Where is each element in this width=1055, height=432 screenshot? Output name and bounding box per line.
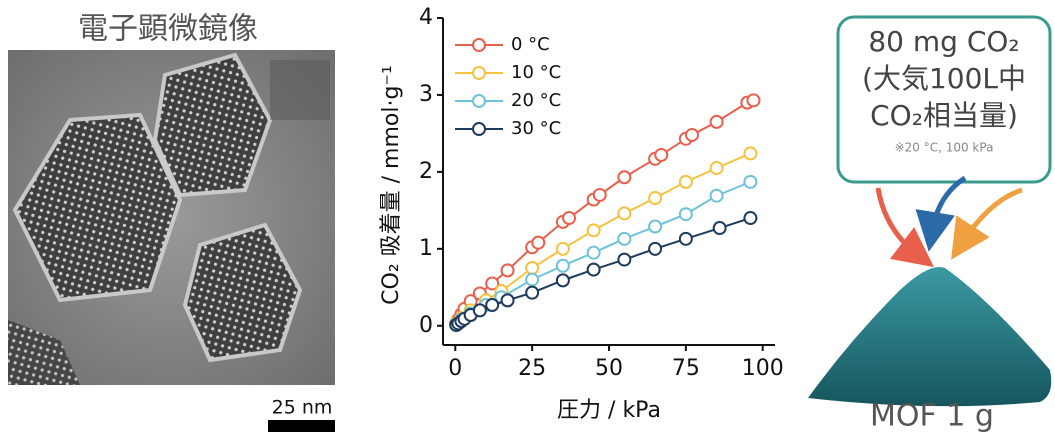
- legend-marker: [472, 122, 486, 136]
- x-tick-label: 75: [672, 356, 700, 381]
- data-point: [592, 187, 607, 202]
- box-line: CO₂相当量): [870, 99, 1018, 132]
- data-point: [555, 273, 570, 288]
- arrow: [915, 175, 967, 252]
- data-point: [743, 146, 758, 161]
- data-point: [562, 211, 577, 226]
- x-tick-label: 50: [595, 356, 623, 381]
- tem-image: [8, 50, 335, 385]
- data-point: [685, 127, 699, 142]
- box-line: (大気100L中: [862, 62, 1026, 95]
- scale-bar: [268, 420, 335, 432]
- y-axis-label: CO₂ 吸着量 / mmol·g⁻¹: [379, 65, 404, 305]
- data-point: [743, 211, 758, 226]
- legend-label: 0 °C: [511, 34, 550, 55]
- y-tick-label: 4: [419, 5, 433, 30]
- data-point: [525, 261, 540, 276]
- data-point: [617, 206, 632, 221]
- data-point: [617, 231, 632, 246]
- data-point: [678, 231, 693, 246]
- info-box: [836, 15, 1052, 184]
- box-line: 80 mg CO₂: [868, 25, 1019, 58]
- scale-bar-label: 25 nm: [272, 397, 333, 419]
- y-tick-label: 1: [419, 236, 433, 261]
- data-point: [500, 293, 515, 308]
- data-point: [709, 188, 724, 203]
- legend-label: 30 °C: [511, 118, 561, 139]
- legend-marker: [472, 38, 486, 52]
- data-point: [485, 276, 500, 291]
- data-point: [709, 161, 724, 176]
- y-tick-label: 0: [419, 313, 433, 338]
- data-point: [500, 263, 515, 278]
- arrow: [875, 187, 934, 268]
- data-point: [648, 191, 663, 206]
- data-point: [586, 245, 601, 260]
- data-point: [472, 303, 487, 318]
- y-tick-label: 3: [419, 82, 433, 107]
- data-point: [678, 174, 693, 189]
- data-point: [654, 147, 669, 162]
- data-point: [586, 223, 601, 238]
- legend-label: 10 °C: [511, 62, 561, 83]
- data-point: [743, 174, 758, 189]
- data-point: [531, 235, 546, 250]
- data-point: [525, 272, 540, 287]
- x-tick-label: 100: [742, 356, 784, 381]
- series-line: [455, 217, 751, 326]
- data-point: [746, 93, 761, 108]
- legend-marker: [472, 66, 486, 80]
- data-point: [648, 219, 663, 234]
- y-tick-label: 2: [419, 159, 433, 184]
- x-axis-label: 圧力 / kPa: [557, 398, 661, 423]
- tem-title: 電子顕微鏡像: [78, 12, 258, 47]
- data-point: [617, 170, 632, 185]
- data-point: [712, 221, 727, 236]
- data-point: [678, 207, 693, 222]
- data-point: [617, 252, 632, 267]
- legend-label: 20 °C: [511, 90, 561, 111]
- box-note: ※20 °C, 100 kPa: [895, 141, 994, 155]
- mof-powder: [808, 266, 1052, 407]
- mof-label: MOF 1 g: [870, 399, 994, 432]
- legend-marker: [472, 94, 486, 108]
- arrow: [951, 187, 1023, 260]
- data-point: [485, 297, 500, 312]
- data-point: [709, 114, 724, 129]
- x-tick-label: 0: [448, 356, 462, 381]
- data-point: [586, 262, 601, 277]
- data-point: [555, 241, 570, 256]
- data-point: [555, 258, 570, 273]
- data-point: [525, 285, 540, 300]
- chart: 0 1 2 3 4 0 25 50 75 100 0 °C 10 °C 20 °C 30 °C: [419, 5, 784, 381]
- x-tick-label: 25: [518, 356, 546, 381]
- data-point: [648, 241, 663, 256]
